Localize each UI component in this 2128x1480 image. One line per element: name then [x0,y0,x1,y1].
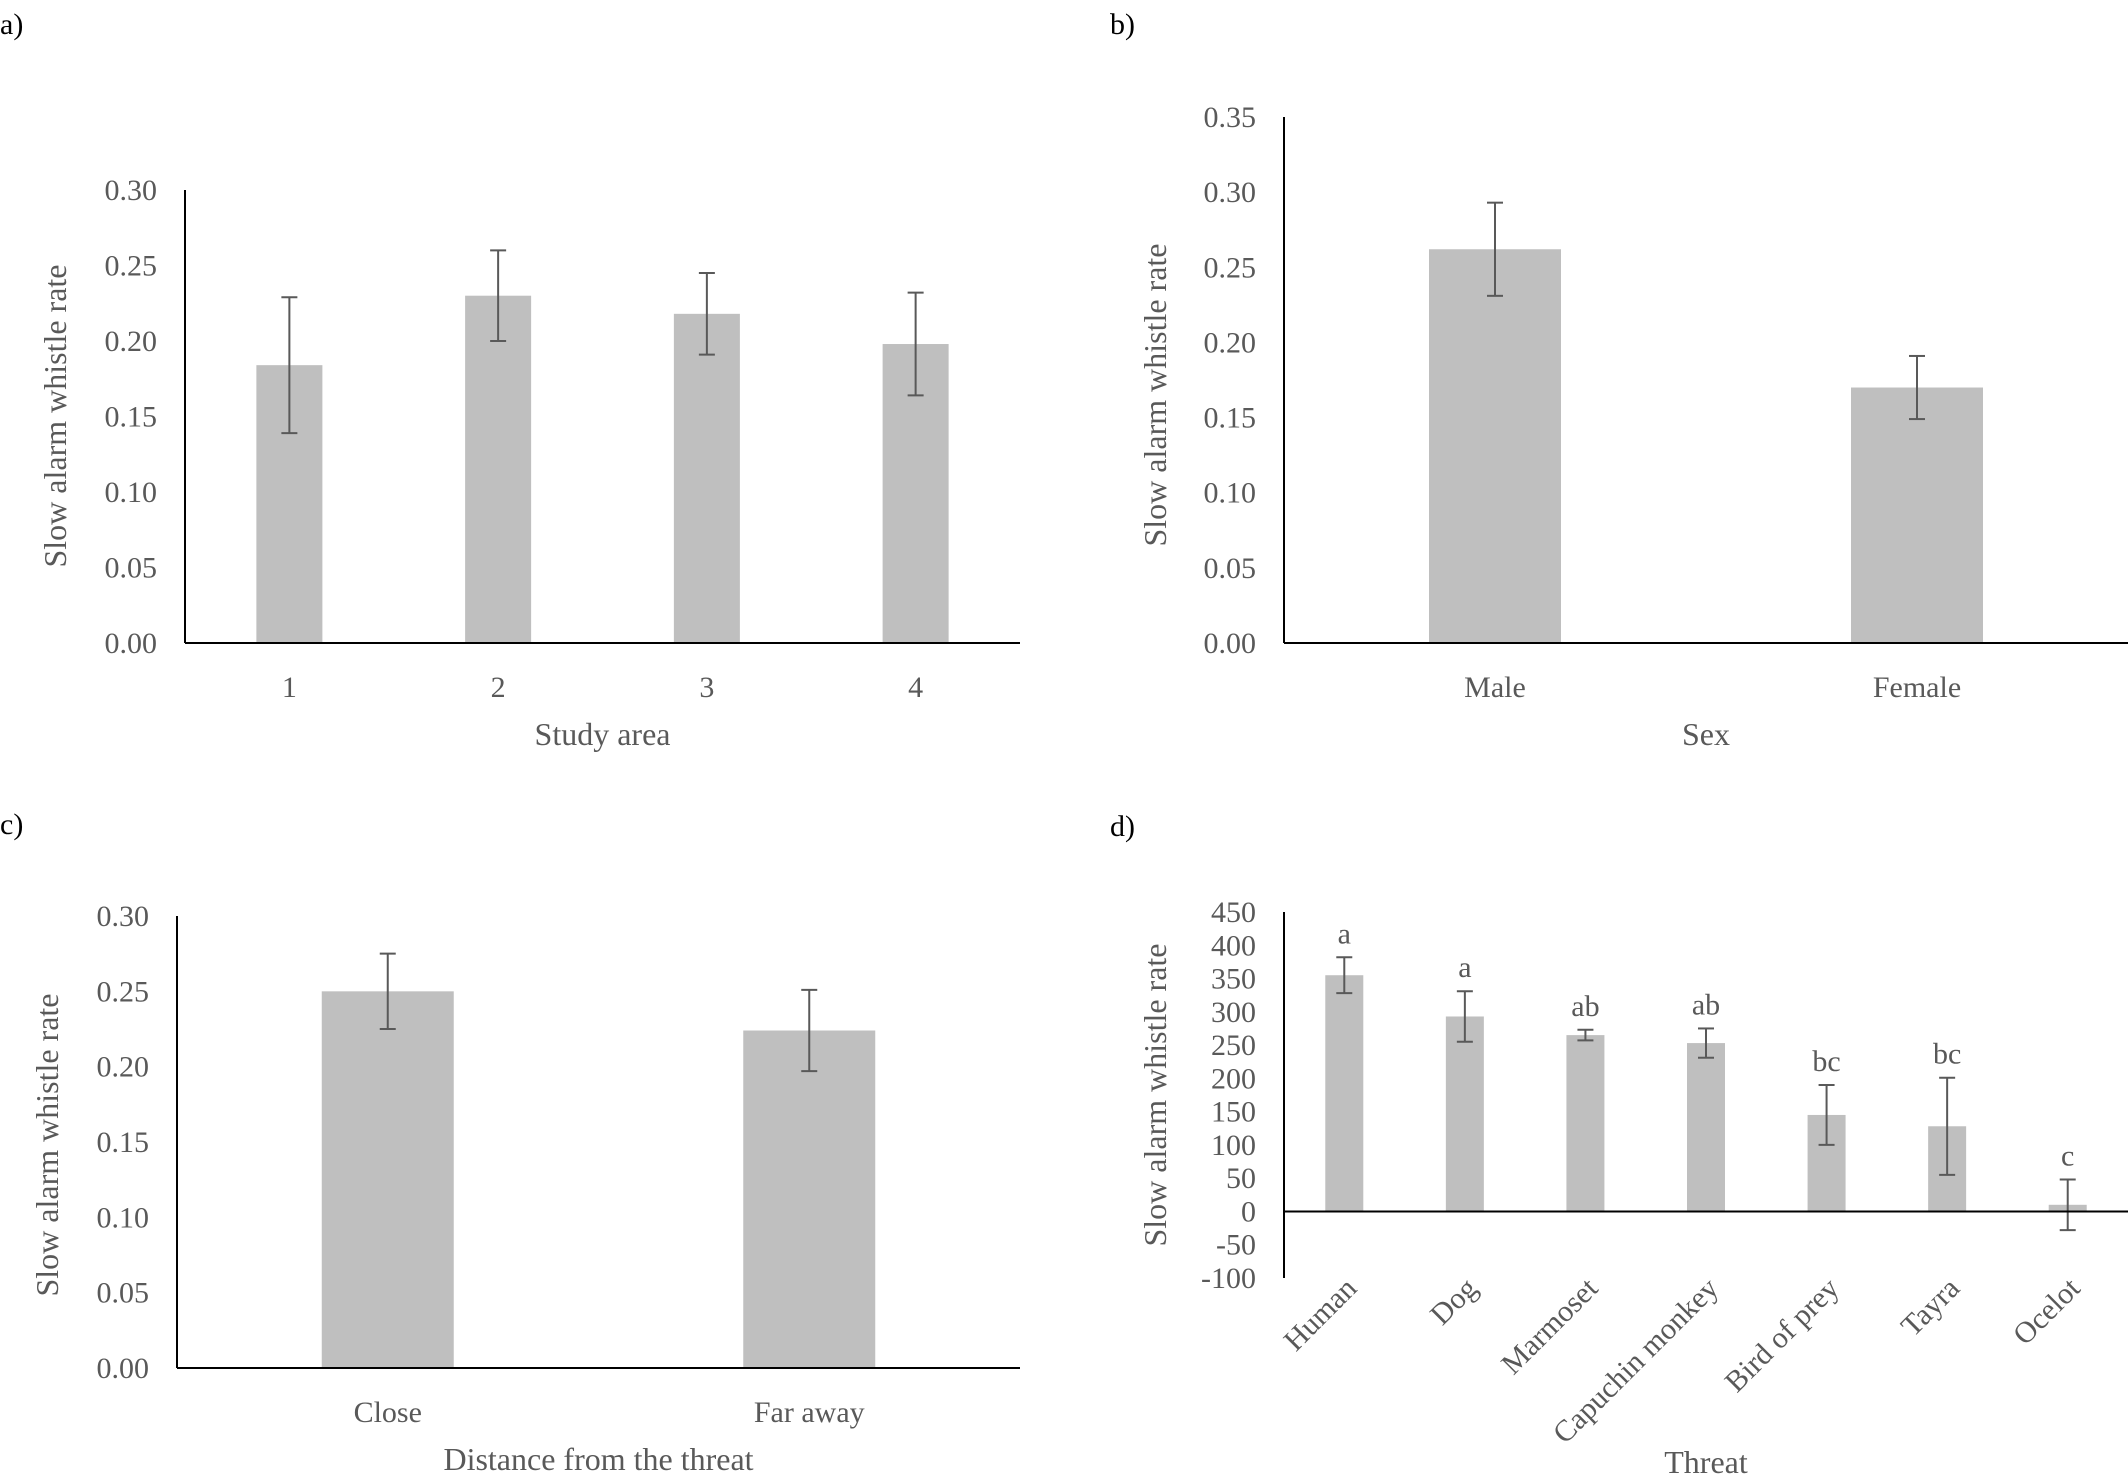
y-tick-label: 0.15 [1204,402,1257,435]
significance-letter: bc [1933,1038,1961,1071]
x-axis-title: Distance from the threat [443,1441,753,1477]
x-tick-label: Dog [1424,1272,1484,1332]
x-tick-label: Bird of prey [1718,1272,1845,1399]
x-tick-label: 4 [908,671,923,704]
y-tick-label: 400 [1211,929,1256,962]
chart-panel-2: b) 0.00 0.05 0.10 0.15 0.20 0.25 0.30 0.35 Slow a… [1110,8,2128,752]
y-tick-label: 0.20 [97,1051,150,1084]
y-tick-label: 0.00 [1204,627,1257,660]
bar-1 [1325,975,1364,1212]
x-tick-label: Marmoset [1495,1271,1605,1381]
chart-panel-1: a) 0.00 0.05 0.10 0.15 0.20 0.25 0.30 Slow alarm… [0,8,1020,752]
x-axis-title: Sex [1682,716,1730,752]
x-tick-label: Male [1464,671,1526,704]
significance-letter: c [2061,1140,2074,1173]
x-tick-label: 1 [282,671,297,704]
bar-2 [465,295,532,643]
y-tick-label: 350 [1211,963,1256,996]
y-tick-label: 0.05 [105,552,158,585]
y-tick-label: 450 [1211,896,1256,929]
panel-label: a) [0,8,23,41]
y-tick-label: 150 [1211,1096,1256,1129]
y-tick-label: 0.00 [97,1352,150,1385]
y-tick-label: 0.25 [105,250,158,283]
bar-3 [673,313,740,643]
y-tick-label: 0.25 [1204,251,1257,284]
bar-1 [321,991,454,1368]
y-tick-label: 0 [1241,1195,1256,1228]
significance-letter: bc [1812,1045,1840,1078]
x-tick-label: Ocelot [2007,1271,2087,1351]
y-tick-label: 0.30 [1204,176,1257,209]
y-axis-title: Slow alarm whistle rate [37,264,73,567]
bar-2 [1851,387,1983,643]
y-tick-label: 250 [1211,1029,1256,1062]
panel-label: c) [0,808,23,841]
y-tick-label: 0.30 [97,900,150,933]
x-tick-label: Female [1873,671,1961,704]
y-tick-label: 0.15 [105,401,158,434]
significance-letter: a [1458,951,1471,984]
bar-1 [1429,249,1561,643]
x-axis-title: Study area [535,716,671,752]
panel-label: b) [1110,8,1135,41]
y-tick-label: 0.10 [105,476,158,509]
y-tick-label: 0.20 [105,325,158,358]
y-tick-label: 0.20 [1204,326,1257,359]
y-tick-label: 0.05 [1204,552,1257,585]
bar-2 [1445,1016,1484,1212]
y-tick-label: -50 [1216,1229,1256,1262]
x-tick-label: Human [1277,1272,1363,1358]
y-tick-label: -100 [1201,1262,1256,1295]
y-tick-label: 0.30 [105,174,158,207]
y-axis-title: Slow alarm whistle rate [1137,943,1173,1246]
significance-letter: a [1338,917,1351,950]
panel-label: d) [1110,810,1135,843]
y-tick-label: 0.25 [97,975,150,1008]
y-axis-title: Slow alarm whistle rate [29,993,65,1296]
x-tick-label: Tayra [1895,1272,1966,1343]
y-tick-label: 0.05 [97,1277,150,1310]
y-tick-label: 300 [1211,996,1256,1029]
y-tick-label: 100 [1211,1129,1256,1162]
y-tick-label: 200 [1211,1062,1256,1095]
bar-2 [743,1030,876,1368]
chart-panel-3: c) 0.00 0.05 0.10 0.15 0.20 0.25 0.30 Slow alarm… [0,808,1020,1477]
x-tick-label: 3 [699,671,714,704]
x-tick-label: 2 [491,671,506,704]
y-tick-label: 0.10 [1204,477,1257,510]
y-axis-title: Slow alarm whistle rate [1137,243,1173,546]
y-tick-label: 0.35 [1204,101,1257,134]
bar-3 [1566,1035,1605,1212]
y-tick-label: 50 [1226,1162,1256,1195]
significance-letter: ab [1692,988,1720,1021]
y-tick-label: 0.00 [105,627,158,660]
bar-4 [1687,1043,1725,1212]
x-tick-label: Close [354,1396,422,1429]
significance-letter: ab [1571,990,1599,1023]
y-tick-label: 0.10 [97,1201,150,1234]
y-tick-label: 0.15 [97,1126,150,1159]
x-axis-title: Threat [1664,1444,1748,1480]
x-tick-label: Far away [754,1396,865,1429]
